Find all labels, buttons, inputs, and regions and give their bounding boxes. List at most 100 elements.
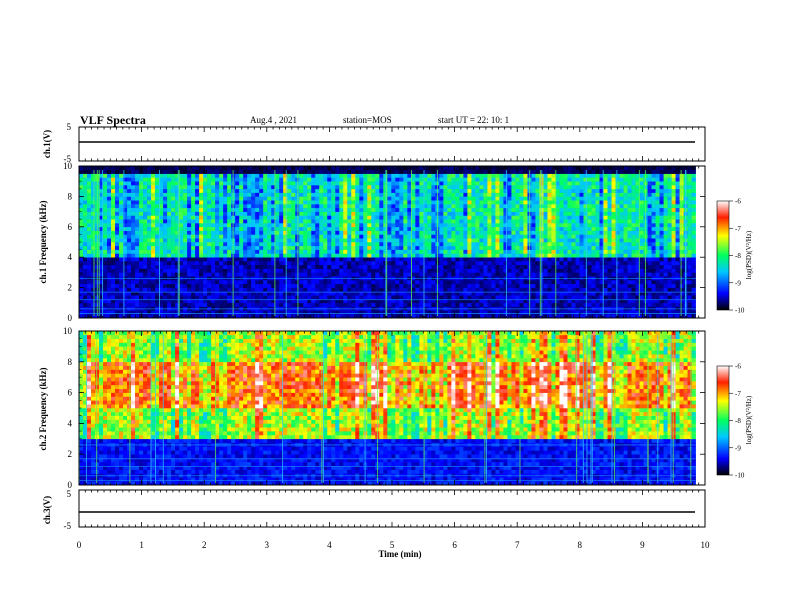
spectrogram-cell — [115, 238, 120, 243]
spectrogram-cell — [415, 249, 420, 254]
spectrogram-cell — [463, 166, 468, 171]
spectrogram-cell — [87, 169, 92, 174]
spectrogram-cell — [91, 314, 96, 319]
spectrogram-cell — [443, 295, 448, 300]
spectrogram-cell — [115, 242, 120, 247]
spectrogram-cell — [191, 211, 196, 216]
spectrogram-cell — [191, 264, 196, 269]
spectrogram-cell — [379, 169, 384, 174]
spectrogram-cell — [479, 310, 484, 315]
spectrogram-cell — [267, 257, 272, 262]
spectrogram-cell — [543, 173, 548, 178]
spectrogram-cell — [459, 166, 464, 171]
spectrogram-cell — [199, 234, 204, 239]
spectrogram-cell — [407, 188, 412, 193]
spectrogram-cell — [391, 207, 396, 212]
spectrogram-cell — [475, 283, 480, 288]
spectrogram-cell — [547, 169, 552, 174]
spectrogram-cell — [239, 253, 244, 258]
spectrogram-cell — [519, 242, 524, 247]
spectrogram-cell — [291, 283, 296, 288]
spectrogram-cell — [399, 223, 404, 228]
spectrogram-cell — [347, 181, 352, 186]
spectrogram-cell — [203, 272, 208, 277]
spectrogram-cell — [187, 272, 192, 277]
spectrogram-cell — [427, 272, 432, 277]
spectrogram-cell — [311, 283, 316, 288]
spectrogram-cell — [551, 166, 556, 171]
spectrogram-cell — [155, 261, 160, 266]
spectrogram-cell — [151, 238, 156, 243]
spectrogram-cell — [439, 272, 444, 277]
spectrogram-cell — [359, 310, 364, 315]
spectrogram-cell — [495, 200, 500, 205]
spectrogram-cell — [135, 166, 140, 171]
spectrogram-cell — [331, 261, 336, 266]
spectrogram-cell — [407, 200, 412, 205]
spectrogram-cell — [347, 249, 352, 254]
spectrogram-cell — [379, 204, 384, 209]
spectrogram-cell — [115, 207, 120, 212]
spectrogram-cell — [487, 173, 492, 178]
spectrogram-cell — [199, 253, 204, 258]
spectrogram-cell — [263, 257, 268, 262]
spectrogram-cell — [419, 215, 424, 220]
spectrogram-cell — [415, 192, 420, 197]
spectrogram-cell — [271, 242, 276, 247]
spectrogram-cell — [83, 204, 88, 209]
spectrogram-cell — [303, 310, 308, 315]
spectrogram-cell — [287, 169, 292, 174]
spectrogram-cell — [111, 242, 116, 247]
spectrogram-cell — [503, 287, 508, 292]
spectrogram-cell — [507, 185, 512, 190]
spectrogram-cell — [127, 169, 132, 174]
spectrogram-cell — [79, 204, 84, 209]
spectrogram-cell — [351, 173, 356, 178]
spectrogram-cell — [395, 234, 400, 239]
spectrogram-cell — [531, 234, 536, 239]
spectrogram-cell — [179, 196, 184, 201]
spectrogram-cell — [103, 211, 108, 216]
spectrogram-cell — [167, 245, 172, 250]
spectrogram-cell — [363, 253, 368, 258]
spectrogram-cell — [343, 166, 348, 171]
spectrogram-cell — [131, 272, 136, 277]
spectrogram-cell — [375, 287, 380, 292]
spectrogram-cell — [483, 302, 488, 307]
spectrogram-cell — [203, 226, 208, 231]
spectrogram-cell — [191, 291, 196, 296]
spectrogram-cell — [243, 185, 248, 190]
spectrogram-cell — [187, 223, 192, 228]
spectrogram-cell — [479, 185, 484, 190]
spectrogram-cell — [295, 207, 300, 212]
spectrogram-cell — [107, 173, 112, 178]
spectrogram-cell — [507, 196, 512, 201]
spectrogram-cell — [255, 302, 260, 307]
spectrogram-cell — [263, 173, 268, 178]
spectrogram-cell — [351, 169, 356, 174]
spectrogram-cell — [431, 299, 436, 304]
spectrogram-cell — [467, 177, 472, 182]
spectrogram-cell — [495, 188, 500, 193]
spectrogram-cell — [347, 173, 352, 178]
spectrogram-cell — [163, 283, 168, 288]
spectrogram-cell — [395, 185, 400, 190]
spectrogram-cell — [515, 242, 520, 247]
spectrogram-cell — [419, 185, 424, 190]
spectrogram-cell — [483, 291, 488, 296]
spectrogram-cell — [83, 226, 88, 231]
spectrogram-cell — [439, 283, 444, 288]
spectrogram-cell — [183, 242, 188, 247]
spectrogram-cell — [303, 185, 308, 190]
spectrogram-cell — [79, 287, 84, 292]
spectrogram-cell — [283, 215, 288, 220]
spectrogram-cell — [103, 196, 108, 201]
spectrogram-cell — [551, 215, 556, 220]
spectrogram-cell — [551, 173, 556, 178]
spectrogram-cell — [143, 234, 148, 239]
spectrogram-cell — [491, 272, 496, 277]
spectrogram-cell — [127, 249, 132, 254]
spectrogram-cell — [351, 257, 356, 262]
spectrogram-cell — [263, 185, 268, 190]
spectrogram-cell — [327, 264, 332, 269]
